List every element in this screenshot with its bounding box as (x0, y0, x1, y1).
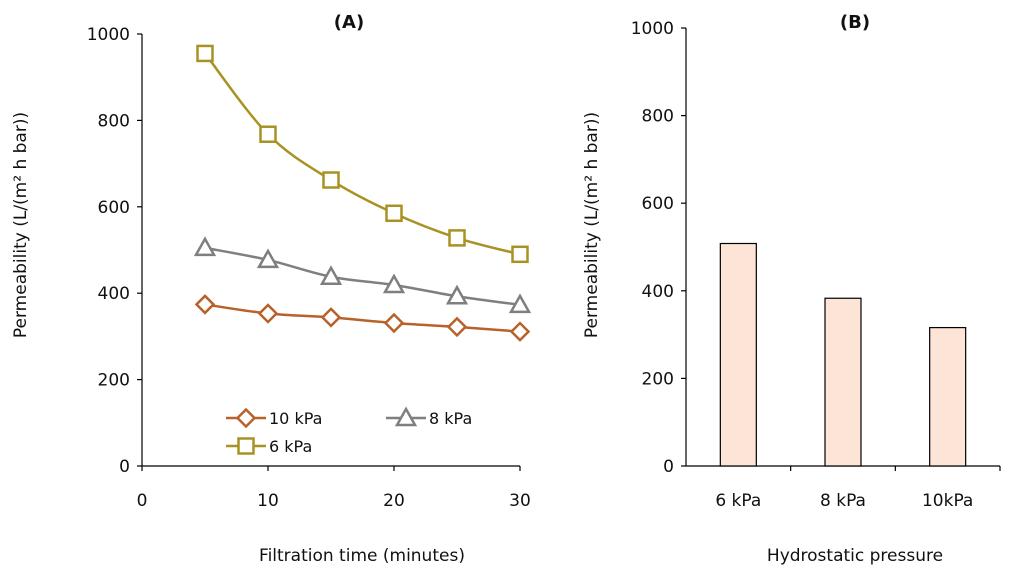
data-point (322, 171, 340, 189)
panel-a-x-axis-label: Filtration time (minutes) (259, 546, 465, 566)
panel-a-y-tick-label: 0 (119, 457, 130, 477)
data-point (448, 229, 466, 247)
data-point (256, 248, 280, 269)
panel-b-y-tick-label: 800 (642, 107, 674, 127)
panel-b-y-tick-label: 200 (642, 369, 674, 389)
panel-a-y-axis-label: Permeability (L/(m² h bar)) (11, 112, 31, 338)
legend-label: 8 kPa (429, 409, 472, 428)
panel-b-title: (B) (840, 12, 870, 33)
panel-a-y-tick-label: 200 (98, 371, 130, 391)
data-point (319, 265, 343, 286)
panel-a-y-tick-label: 400 (98, 284, 130, 304)
panel-a-x-tick-label: 20 (383, 491, 405, 511)
data-point (196, 44, 214, 63)
panel-a-x-tick-label: 10 (257, 491, 279, 511)
legend-label: 6 kPa (269, 437, 312, 456)
data-point (385, 204, 403, 223)
series-8-kpa (193, 236, 532, 314)
data-point (446, 316, 468, 338)
data-point (193, 236, 217, 257)
bar-8-kpa (824, 297, 862, 467)
series-line (204, 52, 521, 256)
panel-a-y-tick-label: 600 (98, 198, 130, 218)
bar-10kpa (929, 326, 967, 467)
panel-b-y-tick-label: 0 (663, 457, 674, 477)
panel-a-y-tick-label: 800 (98, 111, 130, 131)
panel-b-bar-chart: (B) Permeability (L/(m² h bar)) Hydrosta… (582, 12, 1001, 566)
data-point (511, 245, 529, 264)
data-point (508, 293, 532, 314)
panel-b-y-tick-label: 600 (642, 194, 674, 214)
legend-marker (394, 406, 418, 427)
legend-marker (237, 437, 255, 455)
data-point (320, 307, 342, 328)
panel-b-y-axis-label: Permeability (L/(m² h bar)) (582, 112, 602, 338)
series-line (204, 303, 521, 333)
panel-b-y-tick-label: 400 (642, 282, 674, 302)
series-10-kpa (194, 294, 531, 342)
panel-a-legend: 10 kPa 8 kPa 6 kPa (226, 406, 472, 456)
legend-label: 10 kPa (269, 409, 322, 428)
panel-b-x-tick-label: 10kPa (922, 491, 973, 511)
panel-a-x-tick-label: 30 (509, 491, 531, 511)
panel-b-x-axis-label: Hydrostatic pressure (767, 546, 943, 566)
panel-a-y-tick-label: 1000 (87, 25, 130, 45)
panel-b-y-tick-label: 1000 (631, 19, 674, 39)
data-point (259, 125, 277, 143)
panel-b-x-tick-label: 6 kPa (715, 491, 761, 511)
panel-a-title: (A) (334, 12, 364, 33)
panel-a-line-chart: (A) Permeability (L/(m² h bar)) Filtrati… (11, 12, 532, 566)
data-point (382, 273, 406, 294)
panel-b-x-tick-label: 8 kPa (820, 491, 866, 511)
panel-a-x-tick-label: 0 (137, 491, 148, 511)
data-point (509, 321, 531, 342)
data-point (194, 294, 216, 315)
series-6-kpa (196, 44, 529, 264)
data-point (257, 303, 279, 324)
bar-6-kpa (719, 242, 757, 467)
data-point (445, 284, 469, 305)
data-point (383, 312, 405, 334)
series-line (204, 246, 521, 307)
legend-marker (235, 407, 257, 429)
